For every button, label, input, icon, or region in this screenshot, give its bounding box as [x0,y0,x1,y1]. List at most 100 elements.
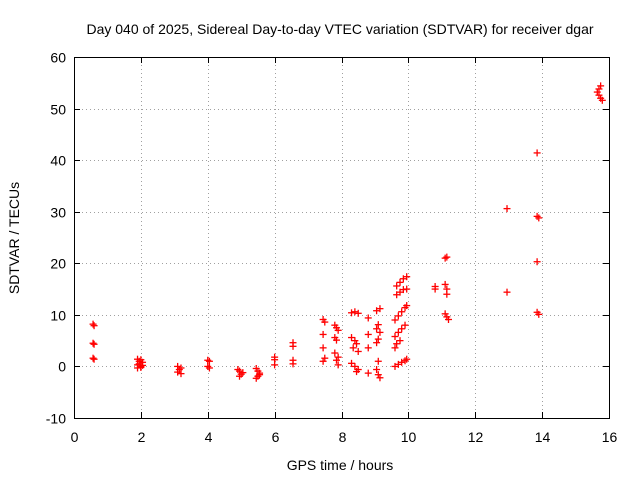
data-point [90,355,98,363]
data-point [396,337,404,345]
x-tick-label: 2 [138,429,146,445]
data-point [374,371,382,379]
data-point [391,333,399,341]
data-point [137,363,145,371]
data-point [271,361,279,369]
chart-title: Day 040 of 2025, Sidereal Day-to-day VTE… [86,21,593,37]
data-point [319,357,327,365]
data-point [503,288,511,296]
y-axis-title: SDTVAR / TECUs [6,182,22,294]
y-tick-label: -10 [46,411,66,427]
data-point [334,361,342,369]
data-point [252,374,260,382]
data-point [403,302,411,310]
data-point [349,344,357,352]
data-point [593,88,601,96]
y-tick-label: 50 [50,102,66,118]
data-point [443,253,451,261]
data-point [535,214,543,222]
data-point [391,316,399,324]
data-point [376,305,384,313]
data-point [289,342,297,350]
x-axis-title: GPS time / hours [287,457,394,473]
data-point [533,258,541,266]
data-point [373,366,381,374]
data-point [334,326,342,334]
x-tick-label: 12 [468,429,484,445]
tick-labels: 0 2 4 6 8 10 12 14 16 -10 0 10 20 30 40 50 60 [46,50,618,446]
data-point [533,212,541,220]
data-point [348,334,356,342]
data-point [597,82,605,90]
data-point [177,370,185,378]
x-tick-label: 4 [205,429,213,445]
data-point [334,353,342,361]
x-tick-label: 16 [602,429,618,445]
axis-ticks [74,57,610,419]
data-point [348,309,356,317]
y-tick-label: 40 [50,153,66,169]
data-point [445,315,452,323]
data-point [403,285,411,293]
data-point [394,328,402,336]
data-point [374,335,382,343]
x-tick-label: 14 [535,429,551,445]
x-tick-label: 6 [272,429,280,445]
data-point [332,356,340,364]
data-point [174,368,182,376]
data-point [598,96,606,104]
data-point [503,205,511,213]
data-point [393,282,401,290]
data-point [401,321,409,329]
data-point [373,339,381,347]
data-point [391,344,399,352]
data-point [364,330,372,338]
data-point [331,349,339,357]
y-tick-label: 30 [50,205,66,221]
y-tick-label: 60 [50,50,66,66]
x-tick-label: 10 [401,429,417,445]
data-point [401,357,409,365]
data-point [403,355,411,363]
data-point [234,366,242,374]
data-point [393,340,401,348]
data-point [374,321,382,329]
data-points [89,82,606,382]
y-tick-label: 10 [50,308,66,324]
x-tick-label: 8 [339,429,347,445]
data-point [289,360,297,368]
data-point [533,149,541,157]
data-point [443,290,451,298]
data-point [319,330,327,338]
data-point [364,369,372,377]
data-point [205,364,213,372]
data-point [595,85,603,93]
data-point [348,359,356,367]
data-point [364,344,372,352]
data-point [236,372,244,380]
data-point [398,358,406,366]
data-point [351,337,359,345]
y-tick-label: 20 [50,256,66,272]
data-point [89,354,97,362]
data-point [364,314,372,322]
data-point [90,340,98,348]
data-point [354,309,362,317]
data-point [441,310,449,318]
data-point [351,308,359,316]
data-point [89,339,97,347]
data-point [354,347,362,355]
data-point [396,278,404,286]
data-point [89,320,97,328]
data-point [239,369,247,377]
data-point [373,325,381,333]
data-point [595,91,603,99]
data-point [398,308,406,316]
data-point [431,285,439,293]
data-point [535,310,543,318]
data-point [376,328,384,336]
data-point [319,344,327,352]
data-point [321,354,329,362]
data-point [374,357,382,365]
data-point [353,368,361,376]
